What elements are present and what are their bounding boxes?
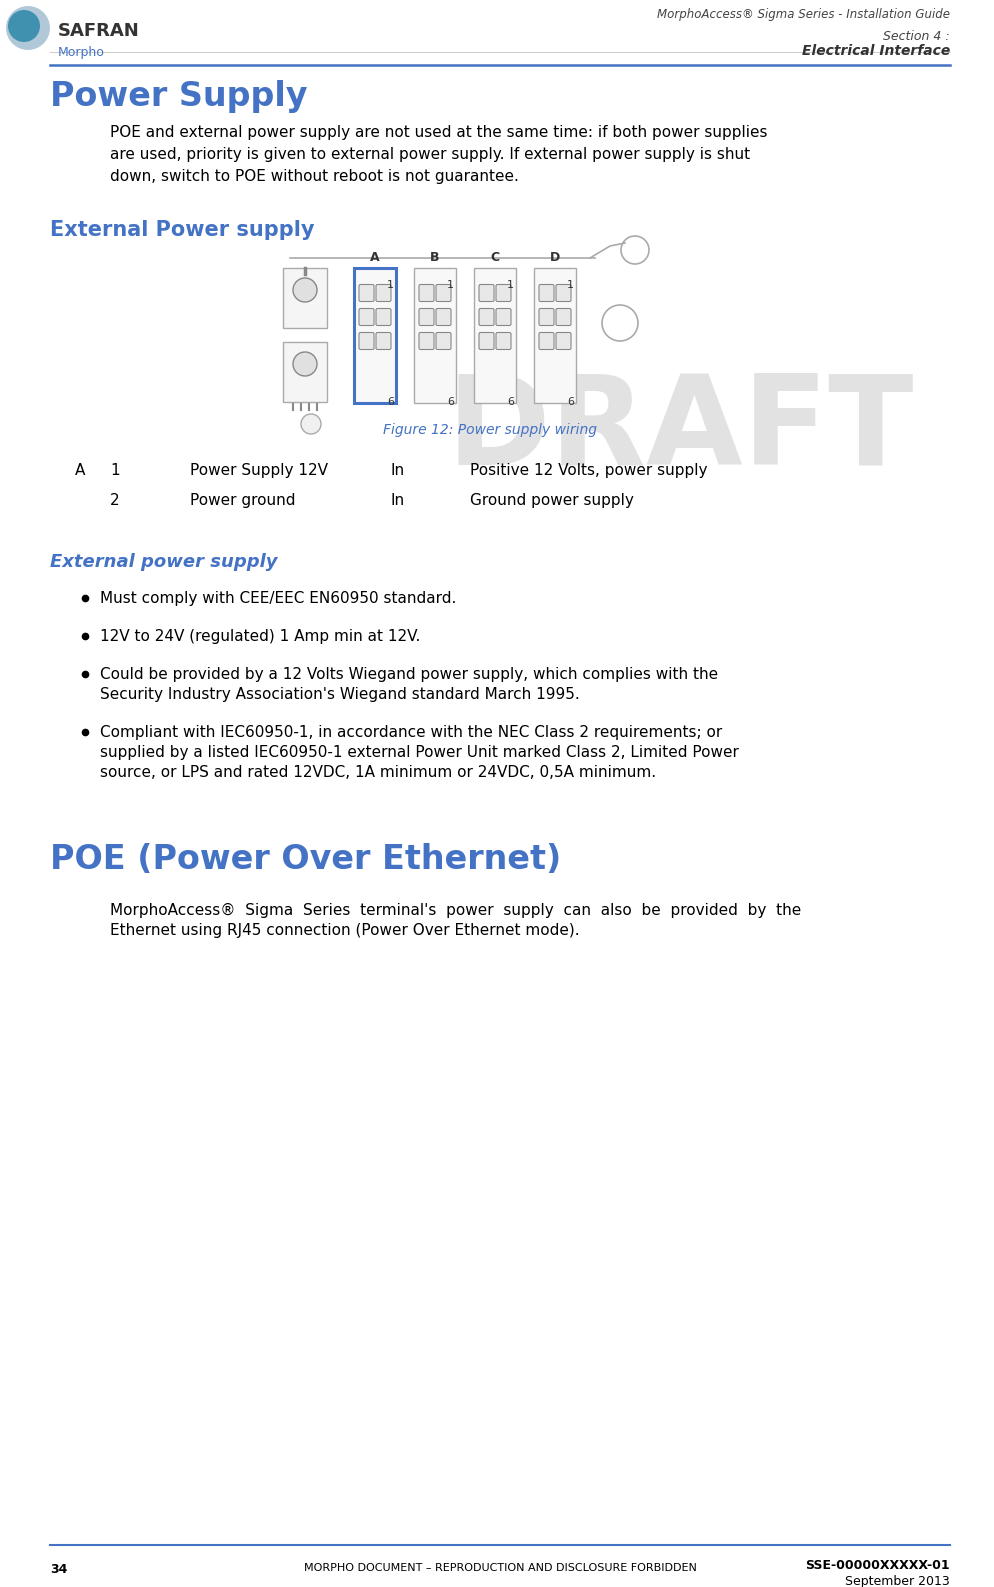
- Bar: [283, 268, 327, 329]
- Text: 6: 6: [507, 397, 514, 406]
- Text: 1: 1: [447, 279, 454, 290]
- Text: MORPHO DOCUMENT – REPRODUCTION AND DISCLOSURE FORBIDDEN: MORPHO DOCUMENT – REPRODUCTION AND DISCL…: [303, 1563, 697, 1573]
- Text: 6: 6: [387, 397, 394, 406]
- Circle shape: [602, 305, 638, 341]
- Text: September 2013: September 2013: [845, 1574, 950, 1587]
- FancyBboxPatch shape: [479, 308, 494, 325]
- Text: Morpho: Morpho: [58, 46, 105, 59]
- Text: SSE-00000XXXXX-01: SSE-00000XXXXX-01: [805, 1558, 950, 1573]
- FancyBboxPatch shape: [376, 284, 391, 302]
- Bar: [534, 268, 576, 403]
- FancyBboxPatch shape: [539, 333, 554, 349]
- FancyBboxPatch shape: [436, 308, 451, 325]
- Text: Positive 12 Volts, power supply: Positive 12 Volts, power supply: [470, 463, 708, 478]
- Circle shape: [6, 6, 50, 51]
- FancyBboxPatch shape: [359, 284, 374, 302]
- Bar: [354, 268, 396, 403]
- Text: POE and external power supply are not used at the same time: if both power suppl: POE and external power supply are not us…: [110, 125, 767, 140]
- Bar: [414, 268, 456, 403]
- Text: Section 4 :: Section 4 :: [884, 30, 950, 43]
- FancyBboxPatch shape: [556, 333, 571, 349]
- FancyBboxPatch shape: [419, 284, 434, 302]
- Text: SAFRAN: SAFRAN: [58, 22, 140, 40]
- FancyBboxPatch shape: [479, 333, 494, 349]
- FancyBboxPatch shape: [556, 308, 571, 325]
- Circle shape: [293, 278, 317, 302]
- FancyBboxPatch shape: [496, 284, 511, 302]
- Text: Power Supply 12V: Power Supply 12V: [190, 463, 328, 478]
- Text: Could be provided by a 12 Volts Wiegand power supply, which complies with the: Could be provided by a 12 Volts Wiegand …: [100, 667, 718, 682]
- Text: Power Supply: Power Supply: [50, 79, 307, 113]
- Text: Must comply with CEE/EEC EN60950 standard.: Must comply with CEE/EEC EN60950 standar…: [100, 590, 456, 606]
- Text: Compliant with IEC60950-1, in accordance with the NEC Class 2 requirements; or: Compliant with IEC60950-1, in accordance…: [100, 725, 723, 740]
- Text: source, or LPS and rated 12VDC, 1A minimum or 24VDC, 0,5A minimum.: source, or LPS and rated 12VDC, 1A minim…: [100, 765, 656, 779]
- FancyBboxPatch shape: [376, 333, 391, 349]
- FancyBboxPatch shape: [419, 333, 434, 349]
- Text: D: D: [550, 251, 561, 263]
- FancyBboxPatch shape: [376, 308, 391, 325]
- FancyBboxPatch shape: [479, 284, 494, 302]
- Text: External Power supply: External Power supply: [50, 221, 314, 240]
- Text: Figure 12: Power supply wiring: Figure 12: Power supply wiring: [383, 424, 597, 436]
- Text: 1: 1: [567, 279, 574, 290]
- Text: POE (Power Over Ethernet): POE (Power Over Ethernet): [50, 843, 562, 876]
- Text: A: A: [75, 463, 85, 478]
- FancyBboxPatch shape: [496, 308, 511, 325]
- Text: B: B: [430, 251, 439, 263]
- Text: Ground power supply: Ground power supply: [470, 494, 634, 508]
- Text: External power supply: External power supply: [50, 552, 277, 571]
- Text: In: In: [390, 463, 405, 478]
- Circle shape: [301, 414, 321, 433]
- FancyBboxPatch shape: [419, 308, 434, 325]
- FancyBboxPatch shape: [556, 284, 571, 302]
- FancyBboxPatch shape: [359, 308, 374, 325]
- Text: 1: 1: [387, 279, 394, 290]
- Text: 12V to 24V (regulated) 1 Amp min at 12V.: 12V to 24V (regulated) 1 Amp min at 12V.: [100, 628, 420, 644]
- Text: 1: 1: [507, 279, 514, 290]
- Circle shape: [293, 352, 317, 376]
- Text: Power ground: Power ground: [190, 494, 295, 508]
- Text: down, switch to POE without reboot is not guarantee.: down, switch to POE without reboot is no…: [110, 168, 519, 184]
- Text: C: C: [490, 251, 500, 263]
- Text: Security Industry Association's Wiegand standard March 1995.: Security Industry Association's Wiegand …: [100, 687, 580, 701]
- FancyBboxPatch shape: [436, 333, 451, 349]
- Text: 34: 34: [50, 1563, 68, 1576]
- Text: Electrical Interface: Electrical Interface: [802, 44, 950, 59]
- Text: 6: 6: [447, 397, 454, 406]
- FancyBboxPatch shape: [496, 333, 511, 349]
- Text: supplied by a listed IEC60950-1 external Power Unit marked Class 2, Limited Powe: supplied by a listed IEC60950-1 external…: [100, 744, 739, 760]
- Text: MorphoAccess® Sigma Series - Installation Guide: MorphoAccess® Sigma Series - Installatio…: [657, 8, 950, 21]
- Text: 2: 2: [110, 494, 119, 508]
- Text: Ethernet using RJ45 connection (Power Over Ethernet mode).: Ethernet using RJ45 connection (Power Ov…: [110, 924, 580, 938]
- Text: 1: 1: [110, 463, 119, 478]
- Bar: [283, 343, 327, 402]
- FancyBboxPatch shape: [359, 333, 374, 349]
- FancyBboxPatch shape: [436, 284, 451, 302]
- Text: are used, priority is given to external power supply. If external power supply i: are used, priority is given to external …: [110, 148, 750, 162]
- FancyBboxPatch shape: [539, 284, 554, 302]
- Circle shape: [8, 10, 40, 41]
- Text: In: In: [390, 494, 405, 508]
- Bar: [474, 268, 516, 403]
- FancyBboxPatch shape: [539, 308, 554, 325]
- Text: 6: 6: [567, 397, 574, 406]
- Text: A: A: [370, 251, 380, 263]
- Text: DRAFT: DRAFT: [446, 370, 913, 490]
- Text: MorphoAccess®  Sigma  Series  terminal's  power  supply  can  also  be  provided: MorphoAccess® Sigma Series terminal's po…: [110, 903, 801, 917]
